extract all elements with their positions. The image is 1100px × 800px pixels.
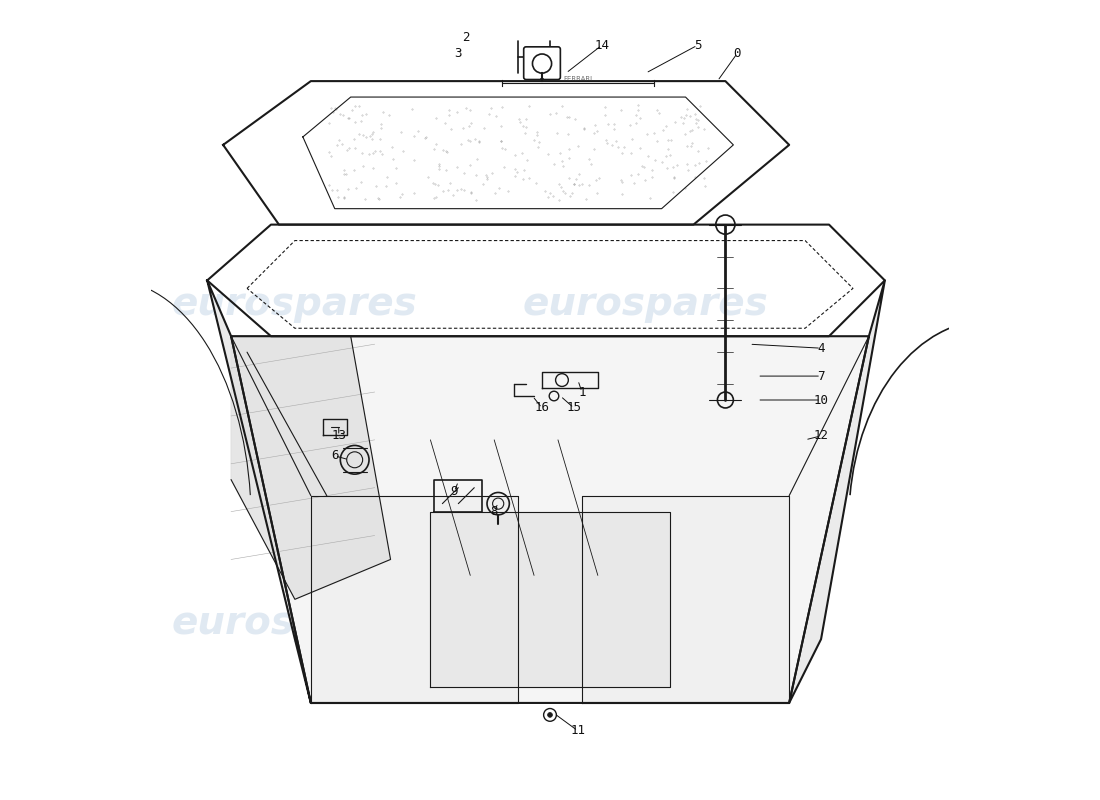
Text: eurospares: eurospares [172, 604, 418, 642]
Text: 16: 16 [535, 402, 550, 414]
Polygon shape [430, 512, 670, 687]
Text: 12: 12 [814, 430, 828, 442]
Text: 7: 7 [817, 370, 825, 382]
Text: 6: 6 [331, 450, 339, 462]
Text: eurospares: eurospares [172, 286, 418, 323]
Polygon shape [231, 336, 390, 599]
FancyBboxPatch shape [524, 47, 560, 79]
Polygon shape [207, 281, 311, 703]
Text: 2: 2 [462, 30, 470, 44]
Text: eurospares: eurospares [522, 604, 769, 642]
Text: 0: 0 [734, 46, 741, 60]
Text: 4: 4 [817, 342, 825, 354]
Polygon shape [582, 496, 789, 703]
Text: 10: 10 [814, 394, 828, 406]
Text: eurospares: eurospares [522, 286, 769, 323]
Text: 11: 11 [571, 724, 585, 738]
Polygon shape [789, 281, 884, 703]
Text: 5: 5 [694, 38, 701, 52]
Text: 13: 13 [331, 430, 346, 442]
Text: 1: 1 [579, 386, 585, 398]
Polygon shape [311, 496, 518, 703]
Text: 15: 15 [566, 402, 582, 414]
Text: FERRARI: FERRARI [563, 76, 593, 82]
Text: 8: 8 [491, 505, 498, 518]
Text: 9: 9 [451, 485, 458, 498]
Circle shape [548, 713, 552, 718]
Text: 14: 14 [594, 38, 609, 52]
Polygon shape [231, 336, 869, 703]
Text: 3: 3 [454, 46, 462, 60]
